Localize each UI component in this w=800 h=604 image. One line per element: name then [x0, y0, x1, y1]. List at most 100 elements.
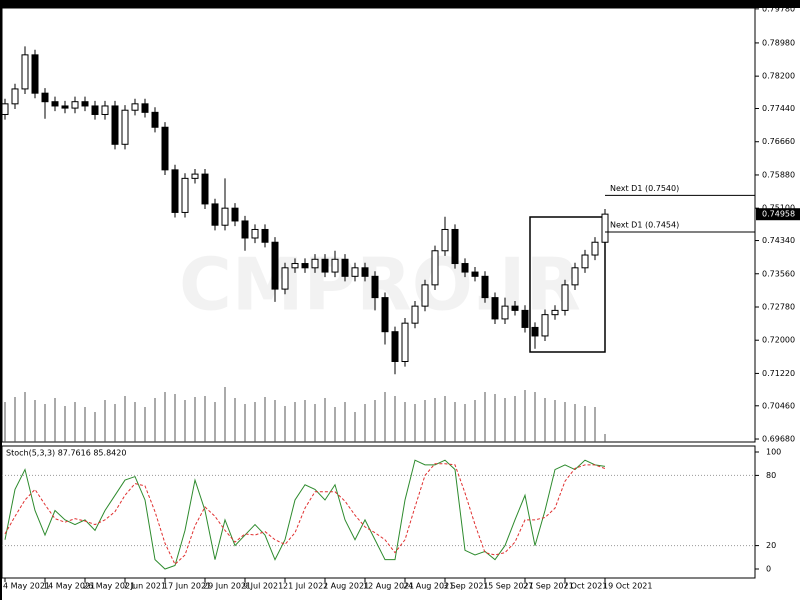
x-tick-label: 24 Aug 2021	[403, 582, 454, 591]
candle-body	[601, 213, 609, 243]
candle-body	[11, 88, 19, 105]
level-label: Next D1 (0.7454)	[610, 221, 679, 230]
x-tick-label: 7 Jun 2021	[123, 582, 166, 591]
candle-body	[191, 173, 199, 179]
candle-body	[441, 228, 449, 252]
price-tag	[756, 208, 800, 221]
x-tick-label: 26 May 2021	[83, 582, 135, 591]
candle-body	[1, 103, 9, 115]
y-tick-label: 0.75100	[762, 204, 795, 213]
y-tick-label: 100	[766, 448, 781, 457]
candle-body	[221, 207, 229, 226]
level-label: Next D1 (0.7540)	[610, 184, 679, 193]
candle-body	[521, 309, 529, 328]
y-tick-label: 0.72000	[762, 336, 795, 345]
y-tick-label: 0.75880	[762, 170, 795, 179]
y-tick-label: 0.71220	[762, 369, 795, 378]
x-tick-label: 19 Oct 2021	[603, 582, 652, 591]
y-tick-label: 0.77440	[762, 104, 795, 113]
candle-body	[111, 105, 119, 145]
y-tick-label: 0.76660	[762, 137, 795, 146]
candle-body	[371, 275, 379, 299]
candle-body	[541, 314, 549, 337]
candle-body	[201, 173, 209, 205]
stoch-line	[4, 463, 606, 566]
candle-body	[71, 101, 79, 109]
candle-body	[171, 169, 179, 213]
candle-body	[531, 326, 539, 337]
candle-body	[51, 101, 59, 107]
y-tick-label: 0.78200	[762, 72, 795, 81]
candle-body	[471, 271, 479, 277]
x-tick-label: 15 Sep 2021	[483, 582, 534, 591]
candle-body	[341, 258, 349, 277]
candle-body	[461, 263, 469, 273]
candle-body	[591, 241, 599, 256]
candle-body	[311, 258, 319, 269]
candle-body	[571, 267, 579, 286]
candle-body	[271, 241, 279, 290]
stoch-line	[4, 459, 606, 570]
x-tick-label: 27 Sep 2021	[523, 582, 574, 591]
candle-body	[101, 105, 109, 115]
y-tick-label: 0	[766, 565, 771, 574]
candle-body	[321, 258, 329, 273]
top-frame	[0, 0, 800, 8]
candle-body	[361, 267, 369, 277]
candle-body	[301, 263, 309, 269]
candle-body	[21, 54, 29, 90]
main-panel	[1, 7, 756, 443]
candle-body	[231, 207, 239, 222]
candle-body	[31, 54, 39, 94]
candle-body	[251, 228, 259, 239]
candle-body	[151, 111, 159, 128]
x-tick-label: 21 Jul 2021	[283, 582, 328, 591]
x-tick-label: 29 Jun 2021	[203, 582, 251, 591]
candle-body	[211, 203, 219, 226]
candle-body	[131, 103, 139, 111]
candle-body	[511, 305, 519, 311]
candle-body	[431, 250, 439, 286]
x-tick-label: 2 Aug 2021	[323, 582, 369, 591]
x-tick-label: 7 Oct 2021	[563, 582, 607, 591]
candle-body	[501, 305, 509, 320]
candle-body	[161, 126, 169, 171]
candle-body	[401, 322, 409, 363]
x-tick-label: 12 Aug 2021	[363, 582, 414, 591]
y-tick-label: 0.69680	[762, 435, 795, 444]
x-tick-label: 14 May 2021	[43, 582, 95, 591]
candle-body	[411, 305, 419, 324]
candle-body	[61, 105, 69, 109]
y-tick-label: 0.74340	[762, 236, 795, 245]
left-frame	[0, 0, 2, 600]
candle-body	[551, 309, 559, 316]
candle-body	[241, 220, 249, 239]
highlight-box	[529, 216, 606, 353]
x-tick-label: 3 Sep 2021	[443, 582, 489, 591]
candle-body	[351, 267, 359, 277]
candle-body	[561, 284, 569, 311]
stoch-panel	[1, 445, 756, 579]
x-tick-label: 4 May 2021	[3, 582, 50, 591]
candle-body	[261, 228, 269, 243]
candle-body	[41, 92, 49, 103]
candle-body	[121, 109, 129, 145]
candle-body	[291, 263, 299, 269]
y-tick-label: 80	[766, 471, 776, 480]
candle-body	[481, 275, 489, 299]
candle-body	[491, 297, 499, 320]
y-tick-label: 0.73560	[762, 269, 795, 278]
candle-body	[451, 228, 459, 265]
candle-body	[581, 254, 589, 269]
x-tick-label: 17 Jun 2021	[163, 582, 211, 591]
candle-body	[421, 284, 429, 307]
indicator-title: Stoch(5,3,3) 87.7616 85.8420	[6, 449, 126, 458]
y-tick-label: 0.72780	[762, 302, 795, 311]
candle-body	[381, 297, 389, 333]
candle-body	[81, 101, 89, 107]
price-tag-label: 0.74958	[762, 210, 795, 219]
y-tick-label: 0.70460	[762, 401, 795, 410]
candle-body	[391, 331, 399, 363]
candle-body	[281, 267, 289, 290]
